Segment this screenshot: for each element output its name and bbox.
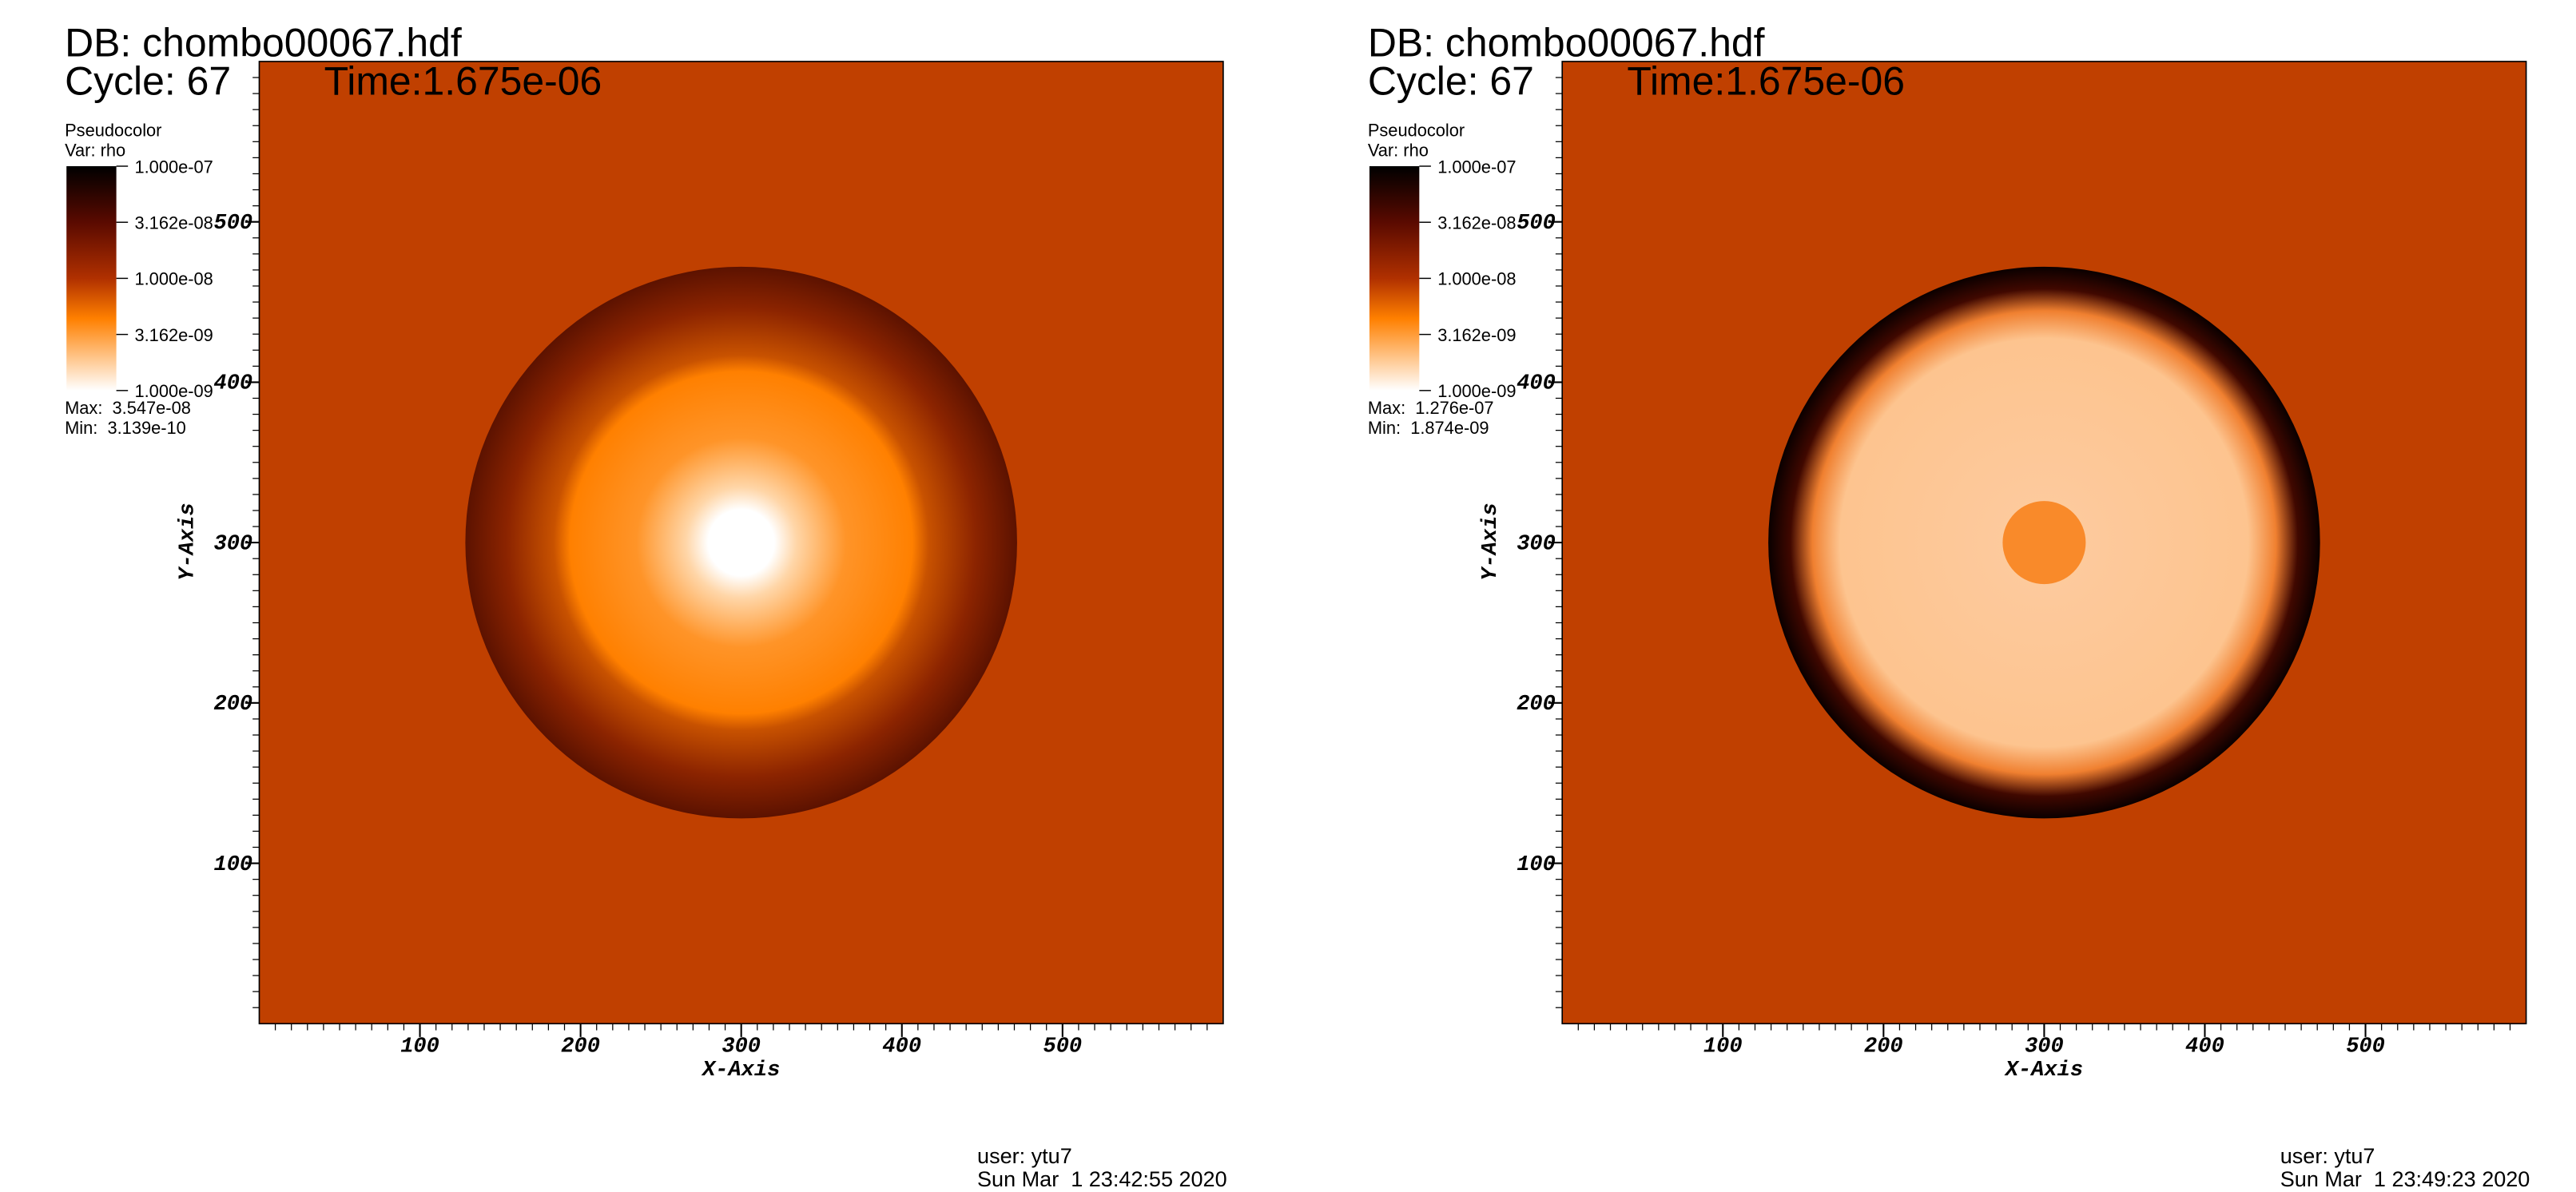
plot-panel: 100 200 300 400 500 100 200 300 400 500 X-Axis Y-Ax… [65, 21, 1227, 1191]
legend-label: 1.000e-08 [1437, 269, 1516, 289]
variable: Var: rho [1368, 141, 1429, 161]
y-tick-label: 500 [1517, 211, 1556, 236]
x-tick-label: 100 [1703, 1035, 1743, 1059]
y-tick-label: 400 [1517, 372, 1556, 396]
legend-label: 3.162e-09 [1437, 325, 1516, 345]
x-tick-label: 400 [2185, 1035, 2224, 1059]
y-tick-label: 300 [213, 531, 252, 556]
x-tick-label: 400 [882, 1035, 921, 1059]
cycle: Cycle: 67 [65, 59, 231, 104]
db-name: DB: chombo00067.hdf [1368, 21, 1765, 66]
x-tick-label: 500 [2346, 1035, 2385, 1059]
x-tick-label: 100 [400, 1035, 439, 1059]
legend-label: 3.162e-08 [1437, 213, 1516, 233]
max: Max: 1.276e-07 [1368, 398, 1494, 418]
x-tick-label: 300 [2025, 1035, 2064, 1059]
cycle: Cycle: 67 [1368, 59, 1534, 104]
legend-label: 3.162e-08 [134, 213, 213, 233]
plot-type: Pseudocolor [65, 121, 161, 141]
user: user: ytu7 [2280, 1144, 2375, 1168]
x-tick-label: 500 [1043, 1035, 1082, 1059]
color-bar [66, 166, 117, 391]
max: Max: 3.547e-08 [65, 398, 191, 418]
y-tick-label: 500 [213, 211, 252, 236]
time: Time:1.675e-06 [1627, 59, 1905, 104]
y-tick-label: 400 [213, 372, 252, 396]
variable: Var: rho [65, 141, 125, 161]
min: Min: 3.139e-10 [65, 418, 186, 438]
blast-wave [465, 266, 1017, 819]
user: user: ytu7 [977, 1144, 1072, 1168]
date: Sun Mar 1 23:42:55 2020 [977, 1167, 1227, 1191]
legend-label: 1.000e-08 [134, 269, 213, 289]
y-tick-label: 100 [1517, 852, 1556, 877]
legend-label: 1.000e-09 [134, 381, 213, 401]
x-tick-label: 300 [722, 1035, 761, 1059]
y-tick-label: 300 [1517, 531, 1556, 556]
min: Min: 1.874e-09 [1368, 418, 1489, 438]
plot-panel: 100 200 300 400 500 100 200 300 400 500 X-Axis Y-Ax… [1368, 21, 2530, 1191]
y-axis-label: Y-Axis [175, 503, 200, 580]
x-tick-label: 200 [1864, 1035, 1903, 1059]
core [2002, 501, 2086, 585]
x-tick-label: 200 [561, 1035, 600, 1059]
legend-label: 1.000e-07 [1437, 157, 1516, 177]
x-axis-label: X-Axis [701, 1058, 780, 1083]
color-bar [1369, 166, 1420, 391]
db-name: DB: chombo00067.hdf [65, 21, 462, 66]
date: Sun Mar 1 23:49:23 2020 [2280, 1167, 2530, 1191]
legend-label: 1.000e-09 [1437, 381, 1516, 401]
legend-label: 1.000e-07 [134, 157, 213, 177]
y-tick-label: 100 [213, 852, 252, 877]
y-tick-label: 200 [213, 692, 252, 717]
plot-type: Pseudocolor [1368, 121, 1465, 141]
y-tick-label: 200 [1517, 692, 1556, 717]
legend-label: 3.162e-09 [134, 325, 213, 345]
time: Time:1.675e-06 [324, 59, 602, 104]
y-axis-label: Y-Axis [1478, 503, 1503, 580]
x-axis-label: X-Axis [2004, 1058, 2083, 1083]
